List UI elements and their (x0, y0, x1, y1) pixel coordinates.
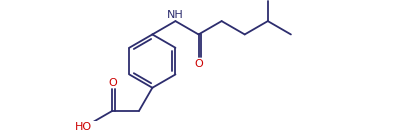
Text: HO: HO (75, 122, 92, 131)
Text: O: O (108, 78, 117, 88)
Text: NH: NH (167, 10, 184, 20)
Text: O: O (194, 59, 203, 69)
